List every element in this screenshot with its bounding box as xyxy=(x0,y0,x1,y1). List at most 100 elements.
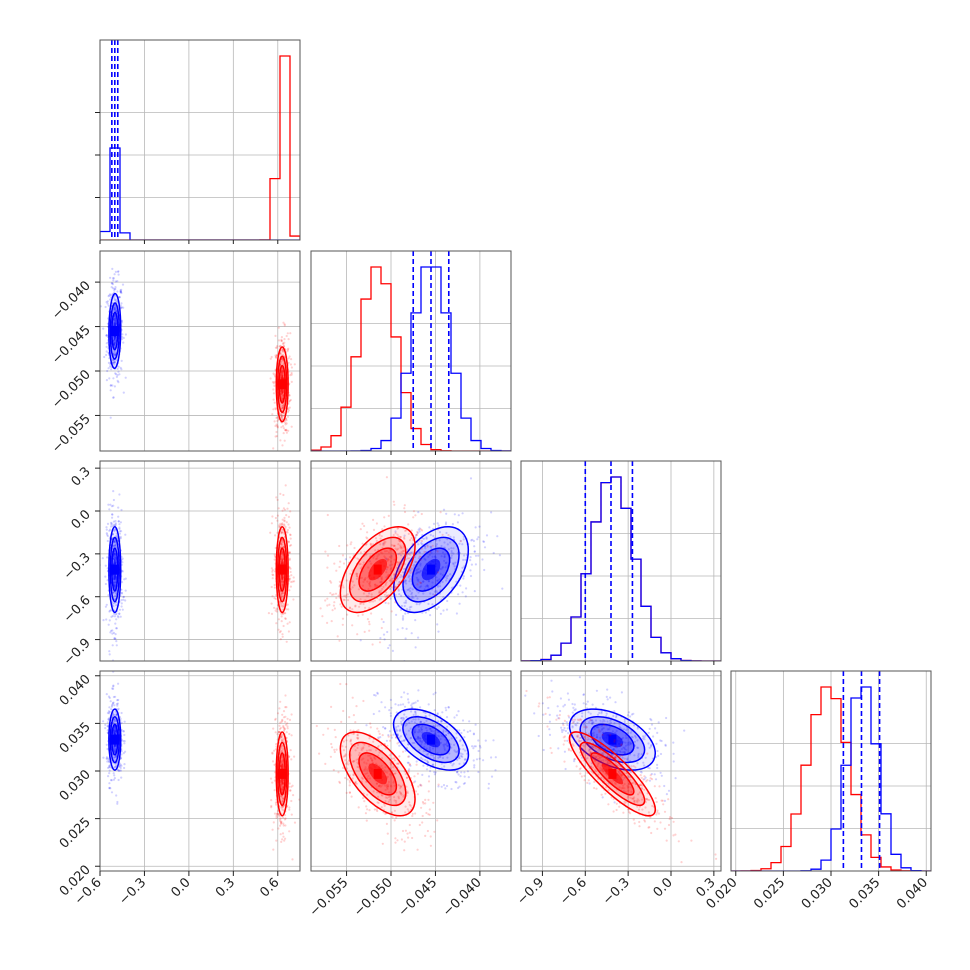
scatter-point xyxy=(274,354,277,357)
contour-line xyxy=(348,536,407,603)
scatter-point xyxy=(407,552,410,556)
scatter-point xyxy=(542,748,545,752)
scatter-point xyxy=(395,816,398,819)
scatter-point xyxy=(636,727,639,730)
scatter-point xyxy=(115,714,118,717)
contour-line xyxy=(109,536,120,603)
scatter-point xyxy=(421,800,424,804)
scatter-point xyxy=(435,607,439,611)
scatter-point xyxy=(409,569,412,573)
scatter-point xyxy=(388,730,391,733)
scatter-point xyxy=(640,753,643,756)
scatter-point xyxy=(276,498,279,501)
scatter-point xyxy=(599,739,602,742)
scatter-point xyxy=(433,730,436,733)
scatter-point xyxy=(369,580,372,584)
scatter-point xyxy=(361,613,364,616)
scatter-point xyxy=(420,547,423,550)
scatter-point xyxy=(113,729,116,732)
scatter-point xyxy=(425,715,428,718)
scatter-point xyxy=(443,765,446,768)
scatter-point xyxy=(283,520,286,523)
scatter-point xyxy=(116,270,120,273)
scatter-point xyxy=(368,560,371,563)
scatter-point xyxy=(394,593,397,597)
scatter-point xyxy=(427,790,430,793)
scatter-point xyxy=(288,406,291,409)
scatter-point xyxy=(399,544,402,547)
scatter-point xyxy=(110,704,114,707)
scatter-point xyxy=(411,706,414,709)
scatter-point xyxy=(414,560,417,564)
scatter-point xyxy=(275,607,278,610)
scatter-point xyxy=(605,695,608,699)
scatter-point xyxy=(113,556,117,559)
scatter-point xyxy=(381,842,384,845)
scatter-point xyxy=(467,776,470,779)
histogram-series-0 xyxy=(521,476,721,661)
scatter-point xyxy=(350,795,353,798)
scatter-point xyxy=(409,764,412,767)
scatter-point xyxy=(403,739,406,742)
scatter-point xyxy=(277,326,280,329)
scatter-point xyxy=(457,593,460,596)
scatter-point xyxy=(646,798,649,801)
scatter-point xyxy=(436,819,439,822)
scatter-point xyxy=(109,294,113,297)
scatter-point xyxy=(380,784,383,787)
scatter-point xyxy=(281,583,284,586)
scatter-point xyxy=(618,725,621,728)
scatter-point xyxy=(109,276,112,279)
scatter-point xyxy=(293,755,296,758)
scatter-point xyxy=(470,563,473,566)
scatter-point xyxy=(473,766,476,769)
scatter-point xyxy=(397,547,400,550)
panel-grid-2-0 xyxy=(99,461,300,661)
scatter-point xyxy=(281,808,284,811)
scatter-point xyxy=(459,539,462,542)
scatter-point xyxy=(390,554,393,558)
scatter-point xyxy=(401,627,404,630)
scatter-point xyxy=(382,633,386,636)
scatter-point xyxy=(113,342,116,346)
scatter-point xyxy=(462,748,465,751)
scatter-point xyxy=(116,615,119,618)
scatter-point xyxy=(647,731,650,734)
scatter-point xyxy=(445,716,449,719)
scatter-point xyxy=(416,735,419,738)
scatter-point xyxy=(288,551,291,554)
scatter-point xyxy=(372,556,375,559)
scatter-point xyxy=(411,812,414,816)
scatter-point xyxy=(394,772,397,775)
scatter-point xyxy=(418,739,421,742)
scatter-point xyxy=(358,563,361,566)
scatter-point xyxy=(113,308,116,311)
scatter-point xyxy=(385,571,388,574)
scatter-point xyxy=(271,413,274,416)
scatter-point xyxy=(384,727,387,730)
scatter-point xyxy=(625,729,628,732)
scatter-point xyxy=(393,573,396,576)
scatter-point xyxy=(277,730,281,734)
scatter-point xyxy=(420,539,423,543)
scatter-point xyxy=(633,740,637,743)
scatter-point xyxy=(400,604,403,608)
scatter-point xyxy=(337,771,340,774)
scatter-point xyxy=(104,723,107,727)
scatter-point xyxy=(282,604,285,607)
scatter-point xyxy=(446,741,449,745)
scatter-point xyxy=(643,764,646,767)
scatter-point xyxy=(469,729,472,733)
scatter-point xyxy=(401,571,404,574)
scatter-point xyxy=(386,744,389,747)
scatter-point xyxy=(470,539,473,542)
scatter-point xyxy=(387,734,390,737)
scatter-point xyxy=(344,759,347,762)
scatter-point xyxy=(441,756,445,760)
scatter-point xyxy=(387,785,390,788)
scatter-point xyxy=(458,762,461,765)
scatter-point xyxy=(326,597,329,600)
scatter-point xyxy=(281,800,285,803)
scatter-point xyxy=(116,702,119,705)
scatter-point xyxy=(288,526,291,529)
